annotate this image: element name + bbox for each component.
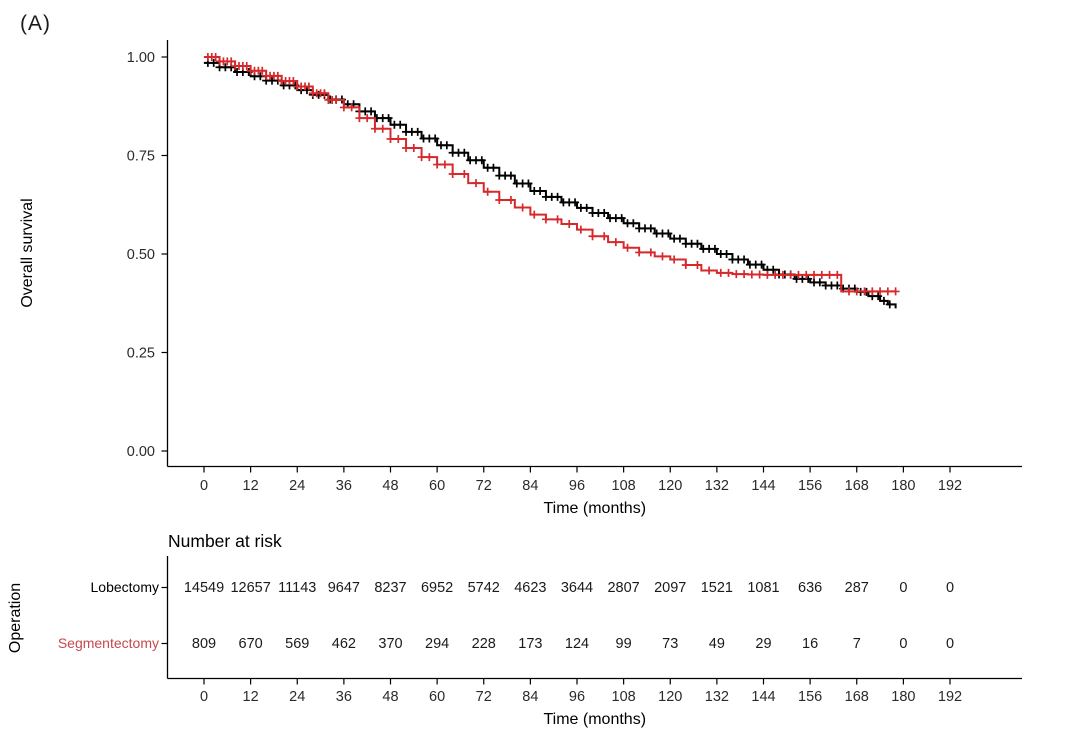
risk-count: 29 xyxy=(755,636,771,652)
x-tick-label: 48 xyxy=(382,478,398,494)
risk-x-tick-label: 132 xyxy=(705,689,729,705)
risk-x-tick-label: 36 xyxy=(336,689,352,705)
risk-count: 173 xyxy=(518,636,542,652)
x-tick-label: 12 xyxy=(243,478,259,494)
risk-count: 0 xyxy=(899,636,907,652)
risk-x-tick-label: 48 xyxy=(382,689,398,705)
risk-count: 370 xyxy=(378,636,402,652)
x-tick-label: 108 xyxy=(612,478,636,494)
y-tick-label: 1.00 xyxy=(127,50,155,66)
survival-plot: 0.00 0.25 0.50 0.75 1.00 0 12 24 36 48 60 72 84 96 108… xyxy=(19,40,1022,517)
risk-count: 0 xyxy=(899,580,907,596)
risk-count: 2807 xyxy=(607,580,639,596)
risk-count: 7 xyxy=(853,636,861,652)
x-tick-label: 84 xyxy=(522,478,538,494)
risk-count: 0 xyxy=(946,636,954,652)
risk-count: 228 xyxy=(472,636,496,652)
risk-x-tick-label: 120 xyxy=(658,689,682,705)
y-tick-label: 0.50 xyxy=(127,247,155,263)
x-tick-label: 72 xyxy=(476,478,492,494)
risk-count: 12657 xyxy=(230,580,270,596)
y-tick-label: 0.00 xyxy=(127,444,155,460)
risk-x-tick-label: 84 xyxy=(522,689,538,705)
risk-x-tick-label: 180 xyxy=(891,689,915,705)
risk-count: 670 xyxy=(239,636,263,652)
risk-count: 0 xyxy=(946,580,954,596)
risk-count: 2097 xyxy=(654,580,686,596)
x-axis-title: Time (months) xyxy=(543,500,646,517)
risk-count: 294 xyxy=(425,636,449,652)
risk-count: 11143 xyxy=(278,580,316,596)
risk-count: 14549 xyxy=(184,580,224,596)
risk-x-tick-label: 192 xyxy=(938,689,962,705)
risk-x-tick-label: 60 xyxy=(429,689,445,705)
x-tick-label: 156 xyxy=(798,478,822,494)
risk-count: 569 xyxy=(285,636,309,652)
risk-group-axis-title: Operation xyxy=(7,583,24,653)
risk-count: 462 xyxy=(332,636,356,652)
risk-count: 124 xyxy=(565,636,589,652)
risk-row-label-lobectomy: Lobectomy xyxy=(91,579,159,595)
risk-x-axis-title: Time (months) xyxy=(543,711,646,728)
risk-x-tick-label: 24 xyxy=(289,689,305,705)
x-tick-label: 0 xyxy=(200,478,208,494)
x-tick-label: 144 xyxy=(751,478,775,494)
risk-count: 3644 xyxy=(561,580,593,596)
x-tick-label: 60 xyxy=(429,478,445,494)
risk-x-tick-label: 108 xyxy=(612,689,636,705)
x-tick-label: 24 xyxy=(289,478,305,494)
risk-row-label-segmentectomy: Segmentectomy xyxy=(58,635,159,651)
risk-count: 6952 xyxy=(421,580,453,596)
risk-count: 16 xyxy=(802,636,818,652)
y-tick-label: 0.25 xyxy=(127,346,155,362)
risk-x-tick-label: 156 xyxy=(798,689,822,705)
y-axis-title: Overall survival xyxy=(19,198,36,307)
x-tick-label: 36 xyxy=(336,478,352,494)
risk-table-title: Number at risk xyxy=(168,531,282,551)
risk-count: 1521 xyxy=(701,580,733,596)
risk-count: 73 xyxy=(662,636,678,652)
x-tick-label: 168 xyxy=(845,478,869,494)
risk-count: 636 xyxy=(798,580,822,596)
risk-x-tick-label: 72 xyxy=(476,689,492,705)
risk-x-tick-label: 0 xyxy=(200,689,208,705)
risk-count: 287 xyxy=(845,580,869,596)
risk-count: 9647 xyxy=(328,580,360,596)
risk-count: 99 xyxy=(616,636,632,652)
risk-x-tick-label: 12 xyxy=(243,689,259,705)
y-tick-label: 0.75 xyxy=(127,149,155,165)
risk-x-tick-label: 168 xyxy=(845,689,869,705)
censor-marks-segmentectomy xyxy=(203,53,900,296)
risk-count: 5742 xyxy=(468,580,500,596)
risk-x-tick-label: 96 xyxy=(569,689,585,705)
x-tick-label: 96 xyxy=(569,478,585,494)
risk-count: 809 xyxy=(192,636,216,652)
x-tick-label: 192 xyxy=(938,478,962,494)
x-tick-label: 120 xyxy=(658,478,682,494)
number-at-risk-table: Number at risk Lobectomy 14549 12657 11143 96… xyxy=(7,531,1022,728)
risk-count: 8237 xyxy=(374,580,406,596)
risk-count: 1081 xyxy=(747,580,779,596)
risk-count: 49 xyxy=(709,636,725,652)
x-tick-label: 132 xyxy=(705,478,729,494)
risk-x-tick-label: 144 xyxy=(751,689,775,705)
x-tick-label: 180 xyxy=(891,478,915,494)
panel-label: (A) xyxy=(20,12,51,35)
risk-count: 4623 xyxy=(514,580,546,596)
survival-curve-lobectomy xyxy=(204,61,897,309)
